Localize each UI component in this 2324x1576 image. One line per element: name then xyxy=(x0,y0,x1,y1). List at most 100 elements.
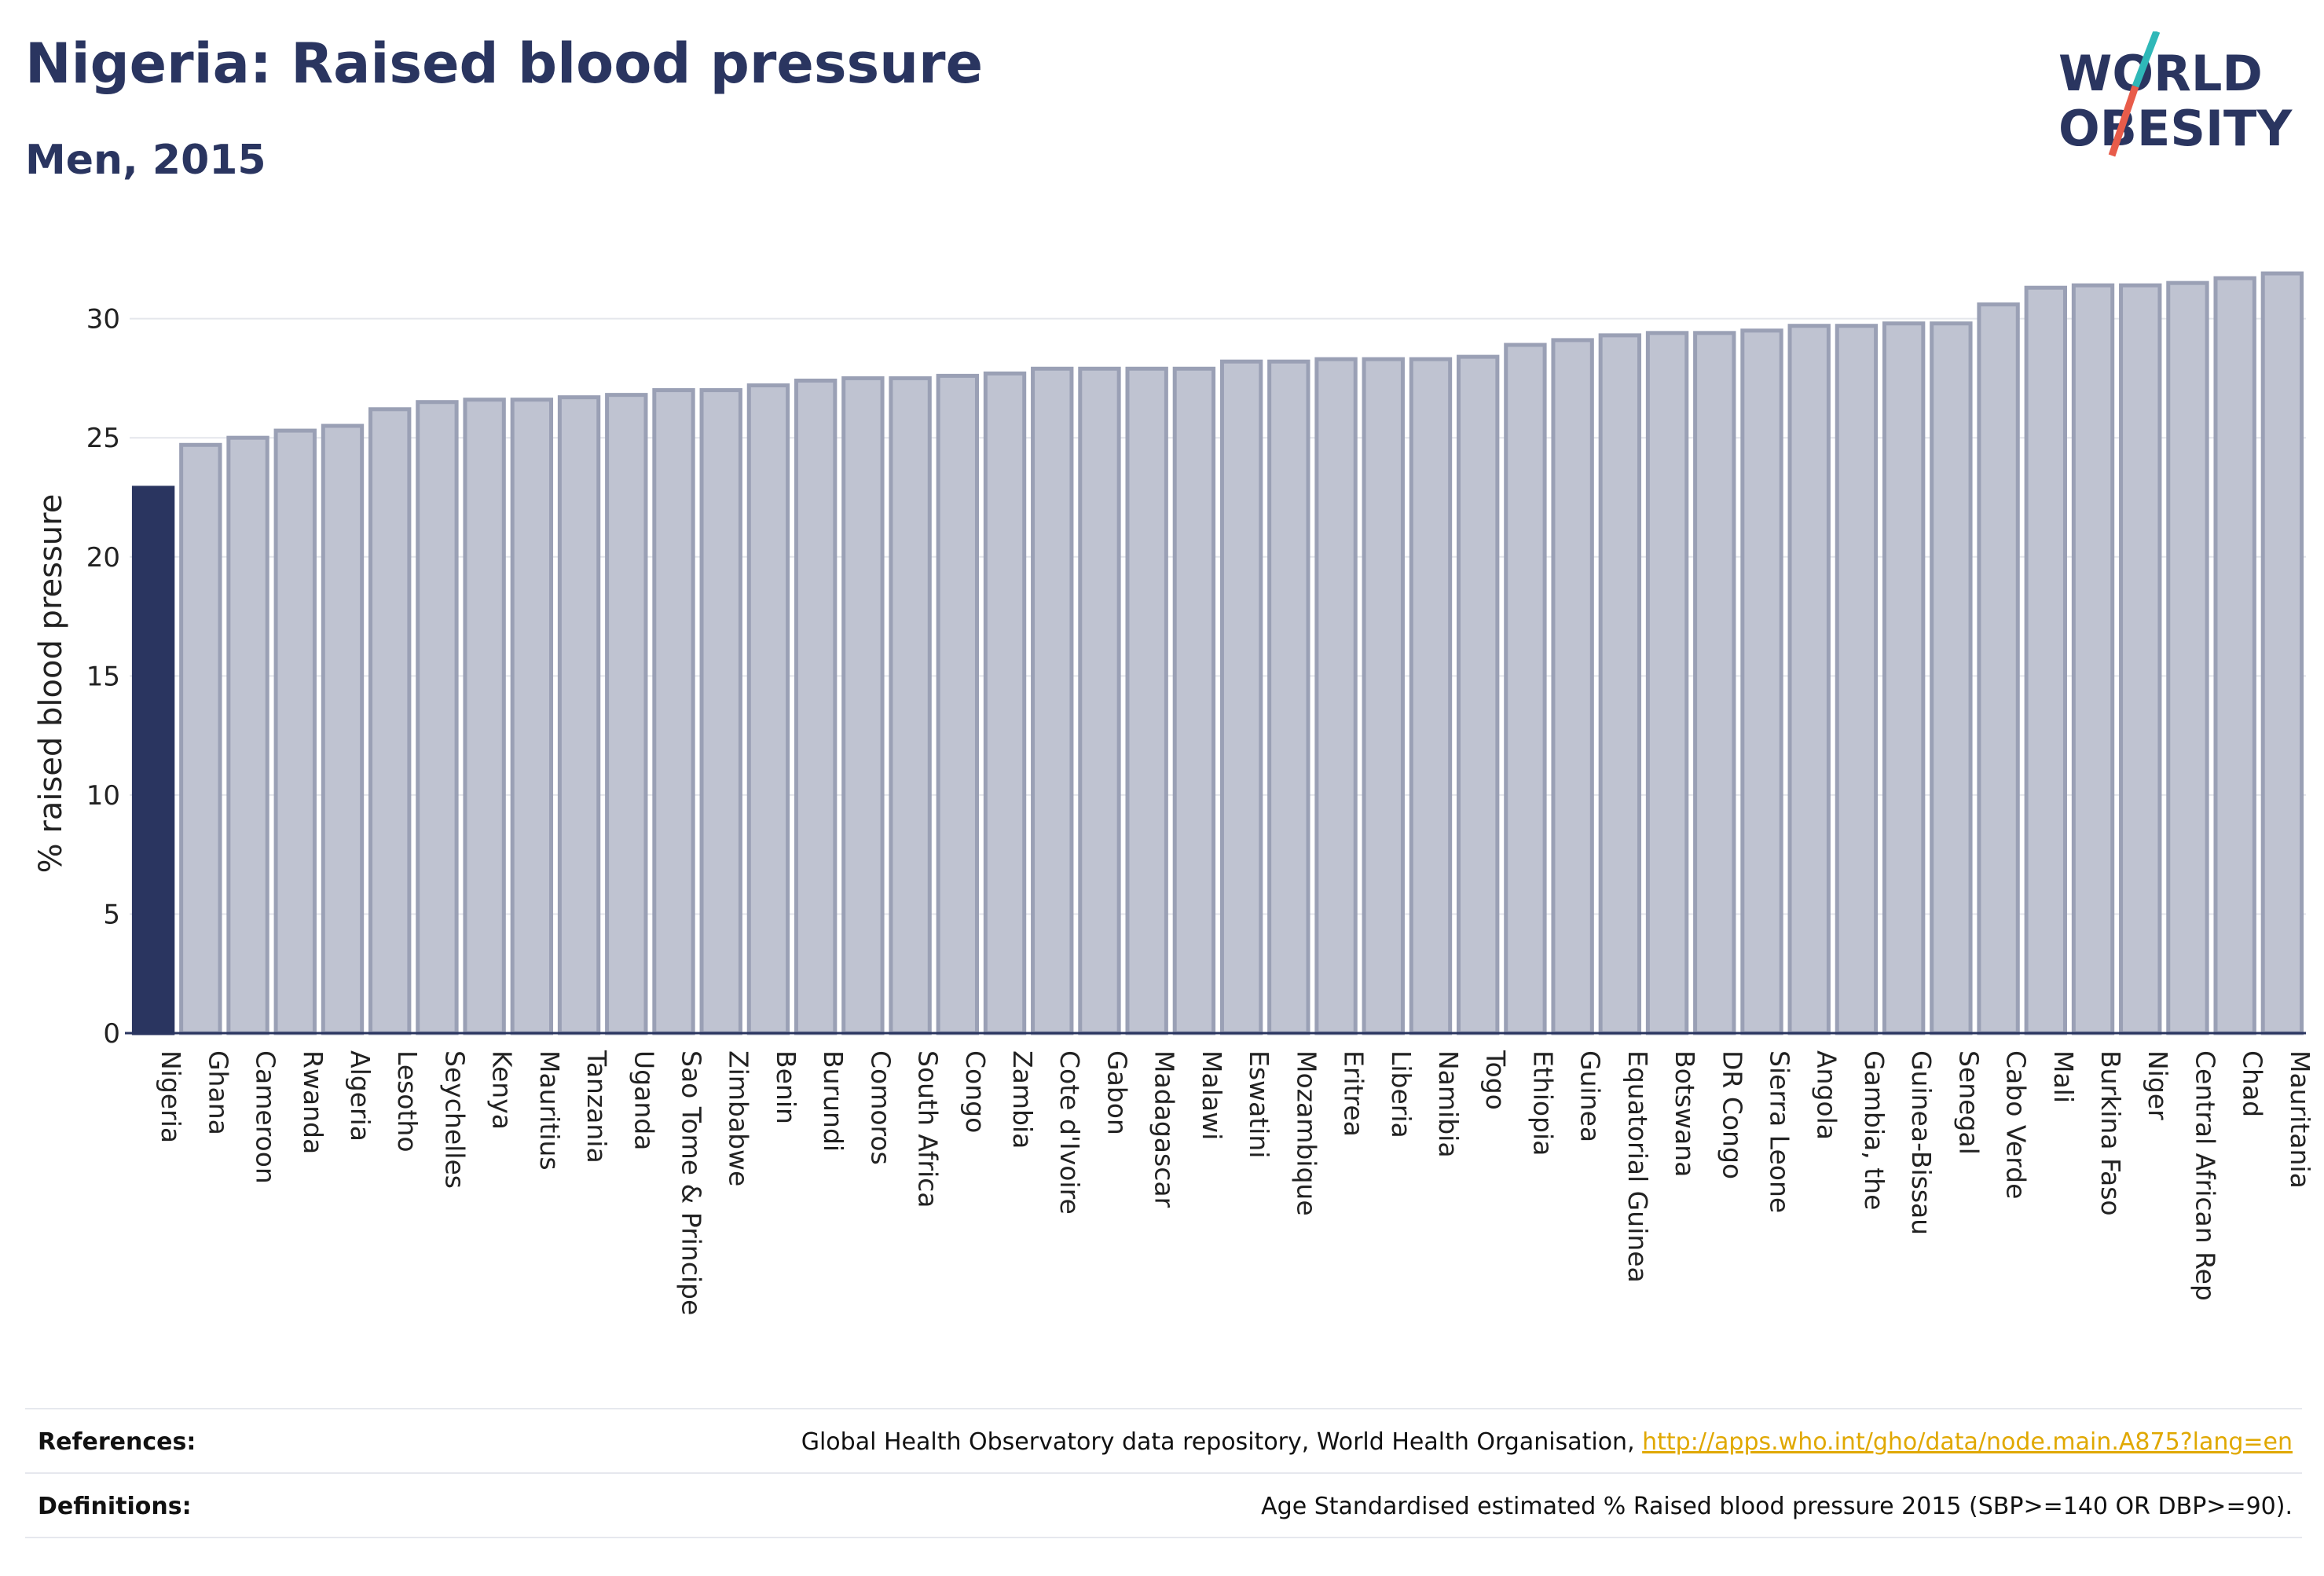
bar xyxy=(1930,321,1973,1035)
bar xyxy=(1504,343,1547,1035)
y-tick-label: 30 xyxy=(86,304,120,335)
bar xyxy=(179,442,222,1035)
bar xyxy=(131,486,175,1035)
x-tick-label: Malawi xyxy=(1197,1050,1227,1140)
bar xyxy=(1314,357,1358,1035)
bar xyxy=(416,400,459,1035)
bar xyxy=(841,376,885,1035)
x-tick-label: Senegal xyxy=(1953,1050,1984,1155)
x-tick-label: Benin xyxy=(771,1050,801,1124)
bar xyxy=(652,388,695,1035)
world-obesity-logo: WORLD OBESITY xyxy=(2058,31,2293,157)
x-tick-label: Gabon xyxy=(1102,1050,1132,1135)
x-tick-label: Kenya xyxy=(487,1050,518,1130)
x-tick-label: Zambia xyxy=(1007,1050,1038,1149)
bar xyxy=(699,388,742,1035)
chart-title: Nigeria: Raised blood pressure xyxy=(25,31,984,96)
logo-slash-top xyxy=(2132,31,2161,88)
references-label: References: xyxy=(38,1428,196,1456)
bar xyxy=(226,435,269,1035)
bar xyxy=(889,376,932,1035)
references-value: Global Health Observatory data repositor… xyxy=(801,1428,2293,1456)
x-tick-label: Nigeria xyxy=(156,1050,186,1143)
footer-divider-top xyxy=(25,1408,2302,1409)
x-tick-label: Tanzania xyxy=(581,1050,612,1164)
bar xyxy=(1219,359,1263,1035)
bar xyxy=(1882,321,1926,1035)
x-tick-label: Eswatini xyxy=(1244,1050,1274,1158)
bar xyxy=(2024,285,2067,1035)
x-tick-label: Zimbabwe xyxy=(724,1050,754,1186)
x-tick-label: Rwanda xyxy=(298,1050,328,1154)
definitions-row: Definitions: Age Standardised estimated … xyxy=(38,1483,2293,1530)
x-tick-label: Mauritania xyxy=(2285,1050,2315,1189)
x-tick-label: Niger xyxy=(2143,1050,2173,1120)
x-tick-label: Cabo Verde xyxy=(2001,1050,2032,1199)
references-link[interactable]: http://apps.who.int/gho/data/node.main.A… xyxy=(1642,1428,2293,1456)
x-tick-label: Angola xyxy=(1812,1050,1842,1140)
y-tick-label: 5 xyxy=(103,899,120,930)
x-tick-label: Sierra Leone xyxy=(1765,1050,1795,1213)
bar xyxy=(1267,359,1310,1035)
bar xyxy=(936,373,979,1035)
definitions-label: Definitions: xyxy=(38,1493,192,1520)
x-tick-label: Equatorial Guinea xyxy=(1622,1050,1653,1283)
bar xyxy=(2071,283,2115,1035)
x-tick-label: Togo xyxy=(1480,1050,1511,1110)
bar xyxy=(605,393,648,1035)
bar xyxy=(1457,354,1500,1035)
bar xyxy=(2166,280,2209,1035)
x-tick-label: Mozambique xyxy=(1291,1050,1321,1216)
y-tick-label: 15 xyxy=(86,661,120,692)
x-tick-label: Congo xyxy=(960,1050,991,1133)
x-tick-label: Seychelles xyxy=(439,1050,470,1189)
bar xyxy=(1409,357,1453,1035)
x-tick-label: Cameroon xyxy=(251,1050,281,1184)
bar xyxy=(368,407,412,1035)
x-tick-label: Uganda xyxy=(629,1050,659,1150)
bar xyxy=(746,383,790,1035)
x-tick-label: Chad xyxy=(2238,1050,2268,1117)
bar xyxy=(1031,366,1074,1035)
bar xyxy=(1551,338,1594,1035)
bar xyxy=(1172,366,1216,1035)
y-tick-label: 25 xyxy=(86,423,120,454)
x-tick-label: Liberia xyxy=(1386,1050,1417,1138)
x-tick-label: Lesotho xyxy=(392,1050,423,1153)
bar xyxy=(1740,328,1783,1035)
bar xyxy=(1977,302,2020,1035)
x-tick-label: Ethiopia xyxy=(1527,1050,1558,1156)
y-tick-label: 20 xyxy=(86,542,120,574)
bar xyxy=(794,378,838,1035)
references-text: Global Health Observatory data repositor… xyxy=(801,1428,1643,1456)
bar xyxy=(1835,324,1879,1035)
x-tick-label: Central African Rep xyxy=(2190,1050,2220,1301)
x-tick-label: DR Congo xyxy=(1717,1050,1747,1179)
bar xyxy=(2213,276,2256,1035)
x-tick-label: Comoros xyxy=(865,1050,896,1165)
references-row: References: Global Health Observatory da… xyxy=(38,1419,2293,1466)
x-tick-label: Guinea-Bissau xyxy=(1906,1050,1937,1235)
bar xyxy=(1693,331,1736,1035)
x-tick-label: Madagascar xyxy=(1149,1050,1180,1208)
logo-text-obesity: OBESITY xyxy=(2058,100,2293,157)
bar xyxy=(557,395,601,1035)
bar xyxy=(463,398,506,1035)
x-tick-label: Algeria xyxy=(345,1050,376,1142)
bar xyxy=(273,428,317,1035)
x-tick-label: Ghana xyxy=(203,1050,233,1135)
logo-text-world: WORLD xyxy=(2058,45,2263,102)
x-tick-label: Guinea xyxy=(1575,1050,1606,1142)
x-tick-label: Sao Tome & Principe xyxy=(676,1050,707,1315)
bar xyxy=(1787,324,1831,1035)
definitions-text: Age Standardised estimated % Raised bloo… xyxy=(1261,1493,2293,1520)
y-axis-label: % raised blood pressure xyxy=(33,494,69,874)
chart-subtitle: Men, 2015 xyxy=(25,137,266,184)
x-tick-label: Botswana xyxy=(1670,1050,1700,1177)
bar xyxy=(1125,366,1168,1035)
bar xyxy=(1645,331,1689,1035)
bar xyxy=(2119,283,2162,1035)
x-tick-label: Burkina Faso xyxy=(2095,1050,2126,1216)
x-tick-label: Namibia xyxy=(1433,1050,1464,1158)
bar xyxy=(321,423,365,1035)
